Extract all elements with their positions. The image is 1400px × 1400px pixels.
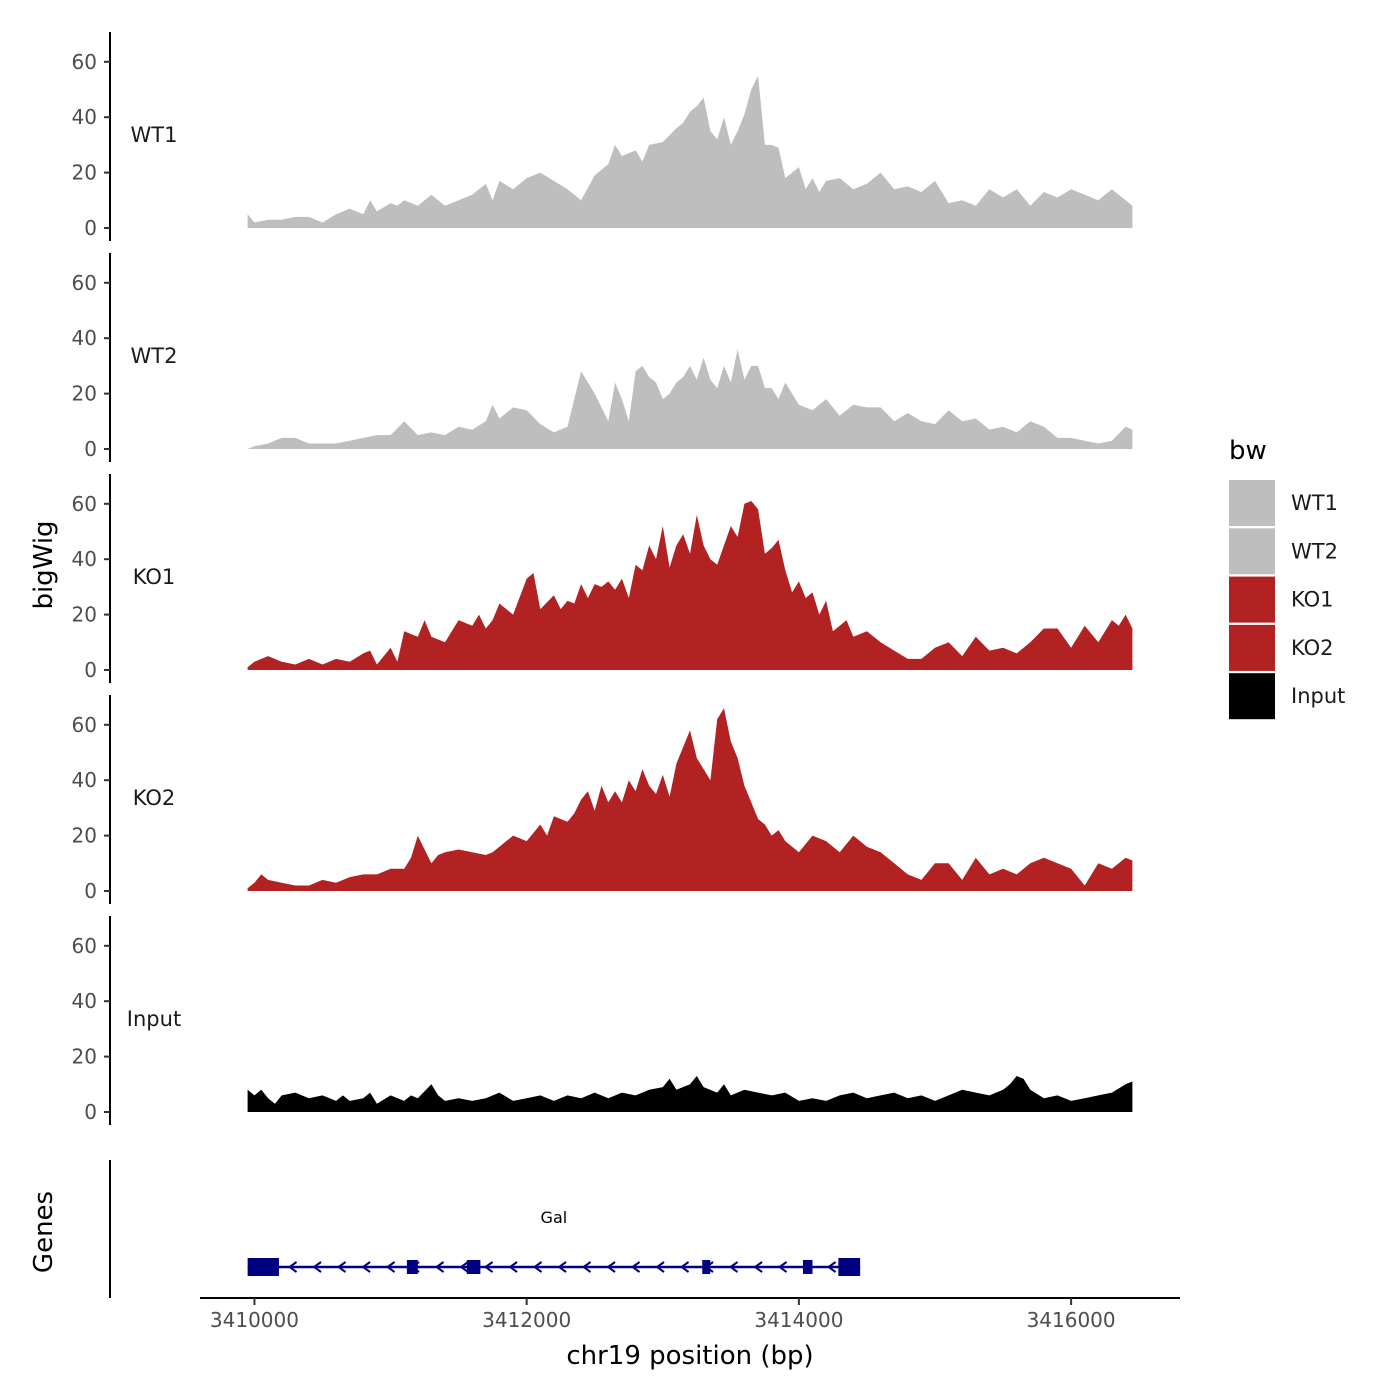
y-tick-label: 0 bbox=[84, 216, 97, 240]
legend-key-ko1 bbox=[1229, 576, 1275, 623]
strand-arrow bbox=[312, 1261, 322, 1273]
exon-block bbox=[466, 1260, 481, 1274]
y-axis-title: bigWig bbox=[29, 520, 59, 609]
exon-block bbox=[838, 1258, 861, 1276]
strand-arrow bbox=[679, 1261, 690, 1273]
legend-key-wt2 bbox=[1229, 528, 1275, 575]
strand-arrow bbox=[483, 1261, 494, 1273]
y-tick-label: 60 bbox=[72, 934, 97, 958]
y-tick-label: 20 bbox=[72, 161, 97, 185]
y-tick-label: 0 bbox=[84, 1100, 97, 1124]
coverage-area-wt1 bbox=[247, 75, 1133, 228]
y-tick-label: 60 bbox=[72, 713, 97, 737]
track-ko1: 0 20 40 60 KO1 bbox=[72, 474, 1133, 683]
y-tick-label: 0 bbox=[84, 658, 97, 682]
x-tick-label: 3414000 bbox=[754, 1308, 843, 1332]
y-tick-label: 40 bbox=[72, 989, 97, 1013]
y-tick-label: 20 bbox=[72, 382, 97, 406]
coverage-area-ko1 bbox=[247, 501, 1133, 670]
strand-arrow bbox=[434, 1261, 445, 1273]
strand-arrow bbox=[287, 1261, 298, 1273]
x-tick-label: 3416000 bbox=[1027, 1308, 1116, 1332]
strand-arrow bbox=[581, 1261, 592, 1273]
y-tick-label: 20 bbox=[72, 1045, 97, 1069]
strand-arrow bbox=[753, 1261, 763, 1273]
y-tick-label: 40 bbox=[72, 547, 97, 571]
legend: bw WT1 WT2 KO1 KO2 Input bbox=[1229, 436, 1345, 720]
y-tick-label: 20 bbox=[72, 824, 97, 848]
strand-arrow bbox=[385, 1261, 396, 1273]
strand-arrow bbox=[630, 1261, 641, 1273]
track-label: WT2 bbox=[131, 344, 178, 368]
strand-arrow bbox=[508, 1261, 518, 1273]
strand-arrow bbox=[777, 1261, 788, 1273]
y-tick-label: 40 bbox=[72, 326, 97, 350]
legend-label-input: Input bbox=[1291, 684, 1345, 708]
track-wt1: 0 20 40 60 WT1 bbox=[72, 32, 1133, 241]
y-tick-label: 40 bbox=[72, 105, 97, 129]
strand-arrow bbox=[655, 1261, 665, 1273]
strand-arrow bbox=[728, 1261, 739, 1273]
x-axis: 3410000 3412000 3414000 3416000 bbox=[200, 1297, 1180, 1332]
gene-track: Gal bbox=[109, 1160, 861, 1298]
track-label: KO1 bbox=[133, 565, 176, 589]
y-tick-label: 60 bbox=[72, 492, 97, 516]
genes-axis-title: Genes bbox=[29, 1191, 59, 1273]
legend-key-input bbox=[1229, 673, 1275, 720]
x-tick-label: 3410000 bbox=[210, 1308, 299, 1332]
legend-label-ko1: KO1 bbox=[1291, 588, 1334, 612]
track-label: KO2 bbox=[133, 786, 176, 810]
strand-arrow bbox=[606, 1261, 616, 1273]
coverage-area-wt2 bbox=[247, 349, 1133, 449]
exon-block bbox=[247, 1258, 279, 1276]
y-tick-label: 20 bbox=[72, 603, 97, 627]
y-tick-label: 0 bbox=[84, 437, 97, 461]
coverage-area-ko2 bbox=[247, 708, 1133, 891]
legend-label-ko2: KO2 bbox=[1291, 636, 1334, 660]
legend-key-wt1 bbox=[1229, 480, 1275, 526]
legend-title: bw bbox=[1229, 436, 1267, 466]
y-tick-label: 60 bbox=[72, 271, 97, 295]
y-tick-label: 0 bbox=[84, 879, 97, 903]
strand-arrow bbox=[557, 1261, 567, 1273]
legend-label-wt1: WT1 bbox=[1291, 491, 1338, 515]
strand-arrow bbox=[459, 1261, 469, 1273]
exon-block bbox=[702, 1260, 711, 1274]
x-axis-title: chr19 position (bp) bbox=[566, 1341, 813, 1371]
coverage-tracks: 0 20 40 60 WT1 0 20 40 60 WT2 0 20 40 60 KO1 0 20 40 60 KO2… bbox=[72, 32, 1133, 1125]
track-input: 0 20 40 60 Input bbox=[72, 916, 1133, 1125]
strand-arrow bbox=[532, 1261, 543, 1273]
strand-arrow bbox=[336, 1261, 347, 1273]
strand-arrow bbox=[826, 1261, 837, 1273]
exon-block bbox=[406, 1260, 418, 1274]
track-label: Input bbox=[127, 1007, 181, 1031]
strand-arrow bbox=[361, 1261, 371, 1273]
x-tick-label: 3412000 bbox=[482, 1308, 571, 1332]
track-wt2: 0 20 40 60 WT2 bbox=[72, 253, 1133, 462]
exon-block bbox=[802, 1260, 813, 1274]
coverage-area-input bbox=[247, 1076, 1133, 1112]
track-label: WT1 bbox=[131, 123, 178, 147]
legend-label-wt2: WT2 bbox=[1291, 539, 1338, 563]
y-tick-label: 60 bbox=[72, 50, 97, 74]
gene-name-label: Gal bbox=[541, 1208, 568, 1227]
y-tick-label: 40 bbox=[72, 768, 97, 792]
track-ko2: 0 20 40 60 KO2 bbox=[72, 695, 1133, 904]
legend-key-ko2 bbox=[1229, 624, 1275, 671]
